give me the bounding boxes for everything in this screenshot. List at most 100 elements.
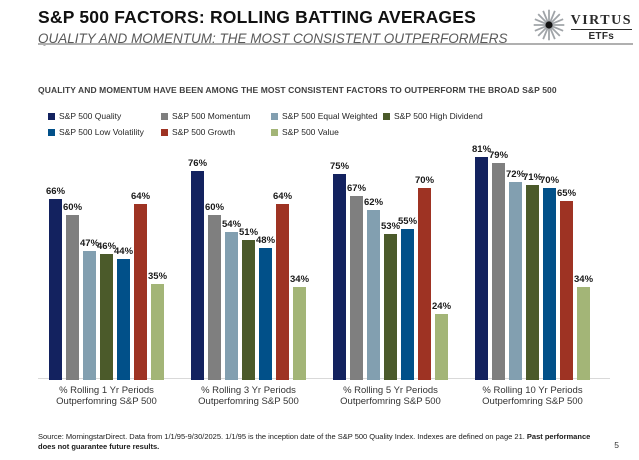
group-caption-line1: % Rolling 3 Yr Periods: [201, 385, 296, 396]
bar: [293, 286, 306, 380]
bar: [242, 239, 255, 380]
bar-value-label: 79%: [489, 149, 509, 161]
header-divider: [38, 43, 633, 45]
bar-column: 34%: [290, 274, 309, 380]
footer-bold-text: Past performance does not guarantee futu…: [38, 432, 591, 451]
bar-value-label: 24%: [432, 301, 452, 312]
legend-label: S&P 500 High Dividend: [394, 111, 483, 121]
bar-value-label: 71%: [523, 171, 543, 183]
bar-column: 60%: [63, 202, 83, 380]
bar-value-label: 51%: [239, 226, 259, 238]
bar-value-label: 72%: [506, 169, 526, 180]
bars-row: 76% 60% 54% 51% 48% 64% 34%: [188, 158, 309, 380]
bar-column: 66%: [46, 185, 66, 380]
bar-value-label: 35%: [148, 270, 168, 282]
logo-product: ETFs: [588, 31, 615, 42]
group-caption: % Rolling 10 Yr Periods Outperfomring S&P…: [482, 385, 583, 407]
bar-column: 34%: [574, 273, 594, 380]
bar-value-label: 65%: [557, 188, 577, 200]
group-caption-line1: % Rolling 10 Yr Periods: [482, 385, 583, 396]
bar-value-label: 60%: [205, 202, 225, 213]
bar-column: 55%: [398, 215, 418, 380]
legend-swatch: [48, 112, 55, 120]
bar-value-label: 54%: [222, 218, 242, 230]
bar: [560, 201, 573, 380]
page-number: 5: [614, 440, 619, 450]
footer-disclaimer: Source: MorningstarDirect. Data from 1/1…: [38, 432, 598, 451]
group-caption-line2: Outperfomring S&P 500: [56, 396, 157, 407]
legend-swatch: [161, 112, 168, 120]
logo-brand: VIRTUS: [570, 13, 632, 30]
bar: [509, 182, 522, 380]
bar-column: 72%: [506, 169, 526, 380]
bar-column: 47%: [80, 238, 99, 380]
group-caption: % Rolling 3 Yr Periods Outperfomring S&P …: [198, 385, 299, 407]
bar-value-label: 70%: [415, 174, 435, 186]
bar: [117, 259, 130, 380]
bar-column: 48%: [256, 235, 276, 380]
bar-column: 64%: [131, 191, 150, 380]
bar-value-label: 66%: [46, 185, 66, 197]
bar-value-label: 60%: [63, 202, 83, 213]
bar: [151, 283, 164, 380]
bar-column: 81%: [472, 144, 492, 380]
group-caption-line2: Outperfomring S&P 500: [198, 396, 299, 407]
bar: [100, 253, 113, 380]
bar: [475, 157, 488, 380]
chart-title: QUALITY AND MOMENTUM HAVE BEEN AMONG THE…: [38, 85, 557, 95]
bar: [401, 228, 414, 380]
bar-value-label: 34%: [574, 273, 594, 285]
bar: [225, 231, 238, 380]
bar-column: 70%: [415, 174, 435, 380]
legend-item: S&P 500 Momentum: [161, 111, 271, 121]
bar-value-label: 55%: [398, 215, 418, 227]
starburst-icon: [532, 8, 566, 47]
legend-item: S&P 500 Growth: [161, 127, 271, 137]
bar-value-label: 53%: [381, 221, 401, 233]
bar-column: 76%: [188, 158, 207, 380]
bars-row: 66% 60% 47% 46% 44% 64% 35%: [46, 185, 168, 380]
legend-label: S&P 500 Low Volatility: [59, 127, 144, 137]
bar-column: 54%: [222, 218, 242, 380]
bar-column: 53%: [381, 221, 401, 380]
group-caption: % Rolling 1 Yr Periods Outperfomring S&P …: [56, 385, 157, 407]
bar: [384, 234, 397, 380]
group-caption: % Rolling 5 Yr Periods Outperfomring S&P …: [340, 385, 441, 407]
bar-value-label: 48%: [256, 235, 276, 246]
bar-column: 24%: [432, 301, 452, 380]
bars-row: 81% 79% 72% 71% 70% 65% 34%: [472, 144, 594, 380]
bar-value-label: 46%: [97, 240, 117, 252]
bar-value-label: 81%: [472, 144, 492, 156]
bar-value-label: 75%: [330, 160, 350, 172]
bar-group: 76% 60% 54% 51% 48% 64% 34% % Rolling 3 Yr Peri…: [188, 158, 309, 407]
bar: [66, 215, 79, 380]
legend-item: S&P 500 High Dividend: [383, 111, 483, 121]
bar: [208, 215, 221, 380]
bar-column: 35%: [148, 270, 168, 380]
bar: [191, 171, 204, 380]
bar-chart: 66% 60% 47% 46% 44% 64% 35% % Rolling 1 Yr Peri…: [46, 144, 594, 408]
slide-header: S&P 500 FACTORS: ROLLING BATTING AVERAGE…: [38, 7, 508, 46]
bar: [276, 204, 289, 380]
legend-item: S&P 500 Value: [271, 127, 383, 137]
bar: [492, 162, 505, 380]
bar-column: 67%: [347, 183, 366, 380]
bar-group: 81% 79% 72% 71% 70% 65% 34% % Rolling 10 Yr Per…: [472, 144, 594, 407]
bar: [543, 187, 556, 380]
legend-label: S&P 500 Growth: [172, 127, 236, 137]
legend-swatch: [271, 112, 278, 120]
bar-group: 66% 60% 47% 46% 44% 64% 35% % Rolling 1 Yr Peri…: [46, 185, 168, 408]
x-axis-line: [38, 378, 610, 379]
bar-column: 44%: [114, 246, 133, 380]
bars-row: 75% 67% 62% 53% 55% 70% 24%: [330, 160, 452, 380]
group-caption-line2: Outperfomring S&P 500: [482, 396, 583, 407]
bar: [49, 198, 62, 380]
group-caption-line1: % Rolling 5 Yr Periods: [343, 385, 438, 396]
bar-column: 79%: [489, 149, 509, 380]
bar: [367, 209, 380, 380]
bar-column: 75%: [330, 160, 350, 380]
bar-column: 51%: [239, 226, 259, 380]
legend-label: S&P 500 Equal Weighted: [282, 111, 378, 121]
bar-value-label: 70%: [540, 174, 560, 186]
legend-label: S&P 500 Quality: [59, 111, 122, 121]
